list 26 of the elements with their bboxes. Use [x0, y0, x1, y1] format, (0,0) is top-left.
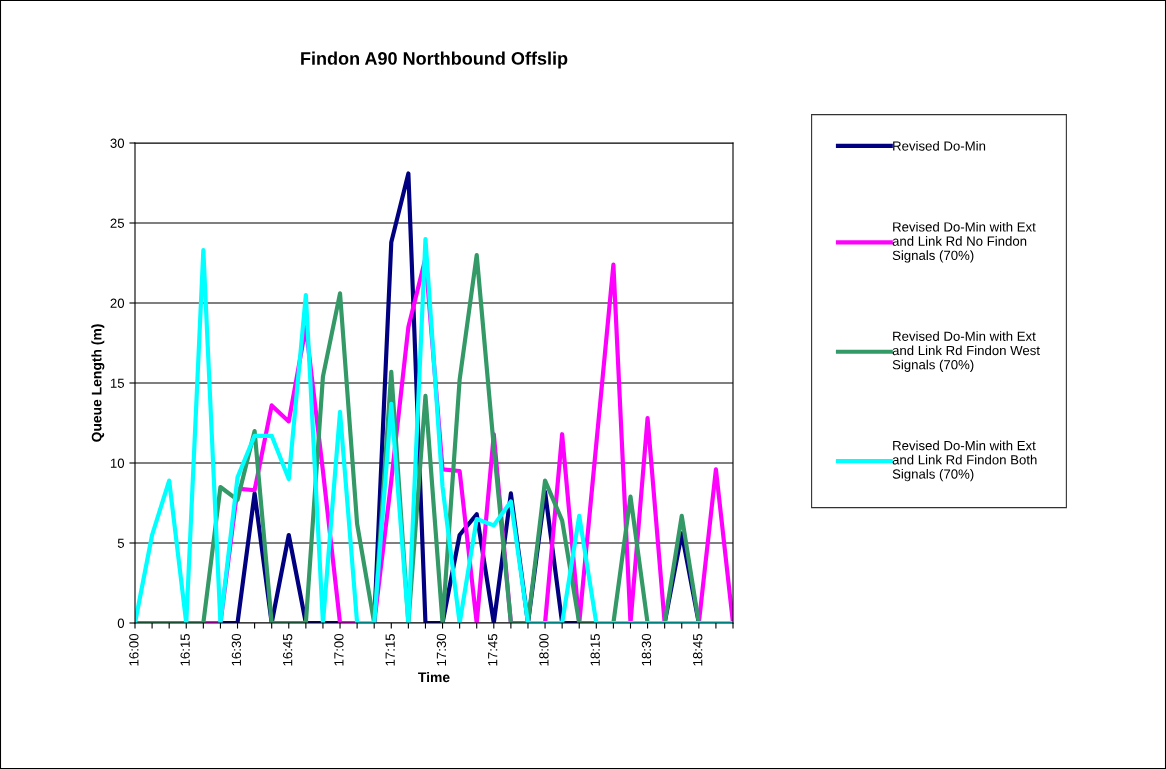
x-tick-label: 18:30	[641, 633, 652, 666]
x-tick-label: 16:15	[180, 633, 190, 666]
legend-label: Revised Do-Min	[893, 140, 986, 151]
x-tick-label: 16:00	[129, 633, 139, 666]
y-tick-label: 5	[117, 538, 125, 548]
x-tick-label: 18:45	[693, 633, 703, 666]
legend-label: Revised Do-Min with Ext and Link Rd Findon Both Signals (70%)	[892, 440, 1037, 482]
chart-title: Findon A90 Northbound Offslip	[301, 51, 568, 69]
y-tick-label: 10	[110, 458, 125, 468]
x-tick-label: 17:00	[334, 633, 344, 666]
y-tick-label: 0	[117, 618, 125, 628]
x-tick-label: 16:45	[282, 633, 293, 666]
legend-label: Revised Do-Min with Ext and Link Rd No Findon Signals (70%)	[892, 221, 1036, 263]
y-axis-title: Queue Length (m)	[91, 324, 105, 442]
y-tick-label: 15	[110, 378, 125, 388]
x-tick-label: 17:45	[488, 633, 498, 666]
x-tick-label: 18:15	[590, 633, 600, 666]
x-tick-label: 18:00	[539, 633, 549, 666]
y-tick-label: 25	[110, 218, 125, 228]
x-axis-title: Time	[418, 671, 450, 683]
x-tick-label: 16:30	[231, 633, 242, 666]
legend-label: Revised Do-Min with Ext and Link Rd Findon West Signals (70%)	[892, 331, 1040, 372]
x-tick-label: 17:30	[436, 633, 447, 666]
y-tick-label: 30	[110, 138, 125, 148]
x-tick-label: 17:15	[385, 633, 395, 666]
y-tick-label: 20	[110, 298, 125, 308]
